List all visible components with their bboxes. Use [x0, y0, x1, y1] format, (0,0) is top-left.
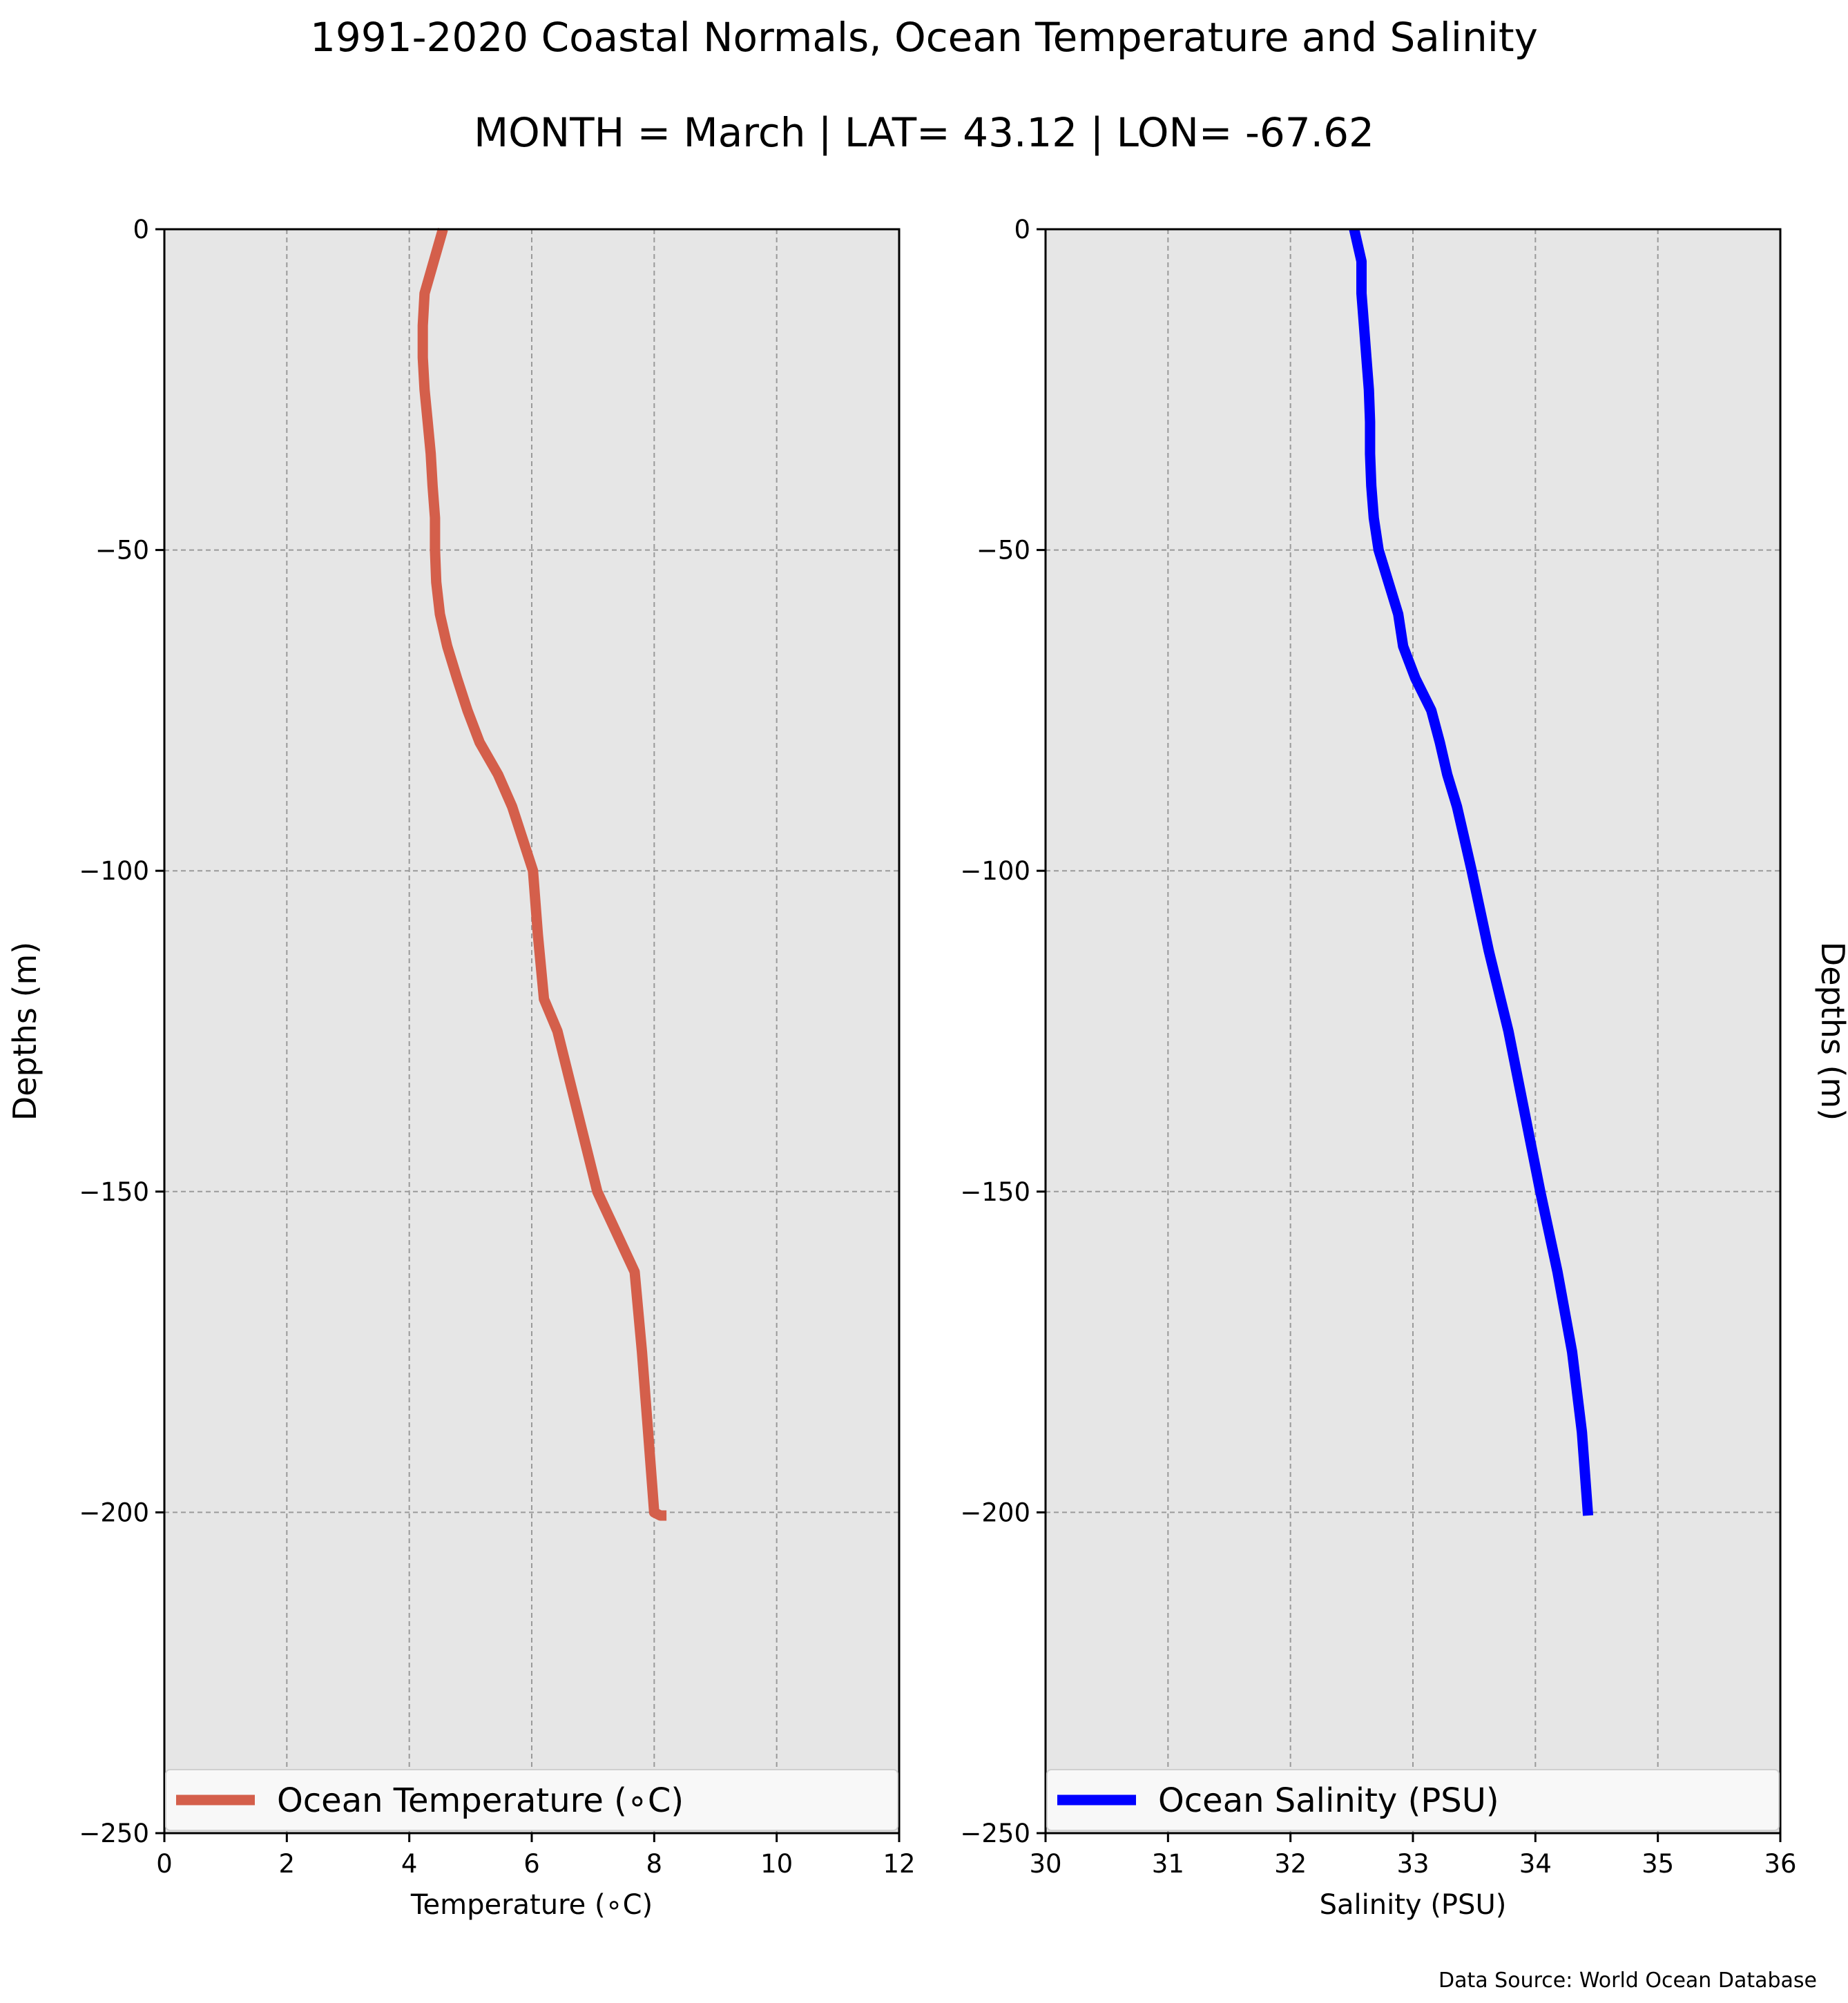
- y-tick-label: −100: [960, 856, 1030, 886]
- x-tick-label: 6: [523, 1849, 540, 1879]
- y-tick-label: 0: [1014, 215, 1030, 244]
- x-tick-label: 2: [279, 1849, 296, 1879]
- x-tick-label: 36: [1764, 1849, 1796, 1879]
- y-tick-label: −50: [976, 536, 1030, 565]
- y-axis-label: Depths (m): [6, 942, 44, 1121]
- y-axis-label: Depths (m): [1814, 942, 1848, 1121]
- x-tick-label: 33: [1396, 1849, 1429, 1879]
- y-tick-label: −200: [79, 1498, 149, 1527]
- y-tick-label: −150: [960, 1177, 1030, 1207]
- y-tick-label: −50: [95, 536, 149, 565]
- x-axis-label: Temperature (∘C): [410, 1889, 653, 1921]
- y-tick-label: −250: [79, 1819, 149, 1848]
- x-tick-label: 12: [883, 1849, 915, 1879]
- figure-subtitle: MONTH = March | LAT= 43.12 | LON= -67.62: [474, 109, 1374, 156]
- temperature-panel: 0 2 4 6 8 10 12 0 −50 −100 −150 −200 −250 Temperature…: [6, 215, 916, 1921]
- x-tick-label: 35: [1642, 1849, 1674, 1879]
- data-source-note: Data Source: World Ocean Database: [1438, 1968, 1817, 1993]
- legend-box: [165, 1769, 898, 1831]
- x-tick-label: 31: [1152, 1849, 1184, 1879]
- y-tick-label: −100: [79, 856, 149, 886]
- x-tick-label: 0: [156, 1849, 173, 1879]
- legend-box: [1046, 1769, 1780, 1831]
- x-tick-label: 10: [760, 1849, 793, 1879]
- y-tick-label: 0: [133, 215, 149, 244]
- y-tick-label: −150: [79, 1177, 149, 1207]
- salinity-profile-line: [1349, 228, 1594, 1516]
- y-tick-label: −200: [960, 1498, 1030, 1527]
- y-tick-label: −250: [960, 1819, 1030, 1848]
- legend-label: Ocean Salinity (PSU): [1158, 1781, 1499, 1820]
- x-tick-label: 4: [401, 1849, 418, 1879]
- x-tick-label: 8: [646, 1849, 663, 1879]
- legend-label: Ocean Temperature (∘C): [277, 1781, 684, 1820]
- x-tick-label: 34: [1519, 1849, 1552, 1879]
- x-axis-label: Salinity (PSU): [1320, 1889, 1507, 1921]
- salinity-panel: 30 31 32 33 34 35 36 0 −50 −100 −150 −200 −250 Salini…: [960, 215, 1848, 1921]
- x-tick-label: 32: [1274, 1849, 1307, 1879]
- temperature-profile-line: [417, 227, 667, 1521]
- x-tick-label: 30: [1029, 1849, 1061, 1879]
- figure-title: 1991-2020 Coastal Normals, Ocean Tempera…: [310, 14, 1538, 61]
